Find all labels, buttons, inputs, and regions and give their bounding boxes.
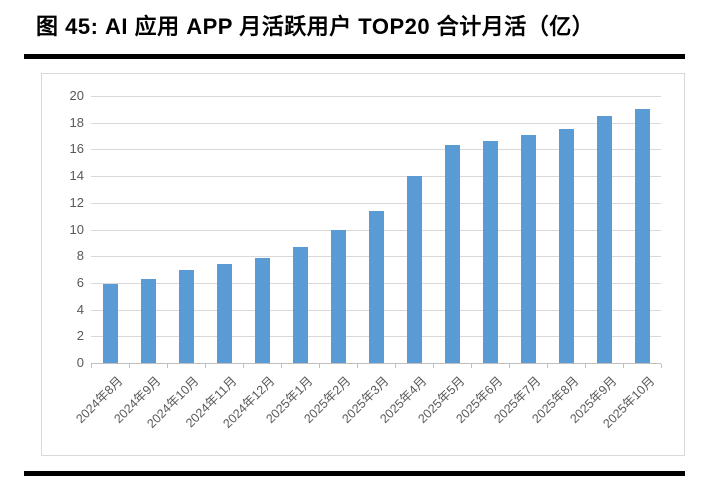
figure-title: 图 45: AI 应用 APP 月活跃用户 TOP20 合计月活（亿）	[36, 14, 595, 39]
y-tick-label: 12	[69, 194, 84, 210]
gridline	[91, 202, 661, 204]
bar	[254, 257, 270, 363]
y-tick-label: 16	[69, 141, 84, 157]
bar	[482, 141, 498, 363]
x-tick-mark	[167, 364, 168, 368]
x-tick-mark	[585, 364, 586, 368]
bar	[368, 210, 384, 363]
title-underline	[24, 54, 685, 59]
y-tick-label: 4	[76, 301, 84, 317]
bar	[140, 278, 156, 363]
x-tick-mark	[205, 364, 206, 368]
y-tick-label: 0	[76, 355, 84, 370]
bar-chart: 0 2 4 6 8 10 12 14 16 18 20 2024年8月 2024年9月 2024年10月 2…	[41, 73, 685, 456]
bar	[520, 134, 536, 363]
bar	[634, 109, 650, 363]
x-tick-mark	[281, 364, 282, 368]
y-tick-label: 8	[76, 248, 84, 264]
gridline	[91, 122, 661, 124]
bar	[292, 246, 308, 363]
x-tick-mark	[243, 364, 244, 368]
x-tick-mark	[395, 364, 396, 368]
bar	[558, 129, 574, 363]
bar	[406, 176, 422, 363]
x-tick-mark	[433, 364, 434, 368]
y-tick-label: 2	[76, 328, 84, 344]
gridline	[91, 96, 661, 97]
y-tick-label: 10	[69, 221, 84, 237]
x-tick-mark	[91, 364, 92, 368]
x-tick-mark	[547, 364, 548, 368]
bar	[330, 229, 346, 363]
bar	[178, 269, 194, 363]
x-axis-line	[91, 363, 661, 364]
y-tick-label: 6	[76, 274, 84, 290]
x-tick-mark	[471, 364, 472, 368]
bar	[102, 284, 118, 363]
y-tick-label: 14	[69, 168, 84, 184]
gridline	[91, 176, 661, 178]
x-tick-mark	[623, 364, 624, 368]
x-tick-mark	[357, 364, 358, 368]
bottom-rule	[24, 471, 685, 476]
x-tick-mark	[661, 364, 662, 368]
y-tick-label: 20	[69, 88, 84, 103]
bar	[216, 264, 232, 363]
bar	[596, 116, 612, 363]
gridline	[91, 149, 661, 151]
x-tick-mark	[319, 364, 320, 368]
x-tick-mark	[509, 364, 510, 368]
y-tick-label: 18	[69, 114, 84, 130]
bar	[444, 145, 460, 363]
x-tick-mark	[129, 364, 130, 368]
